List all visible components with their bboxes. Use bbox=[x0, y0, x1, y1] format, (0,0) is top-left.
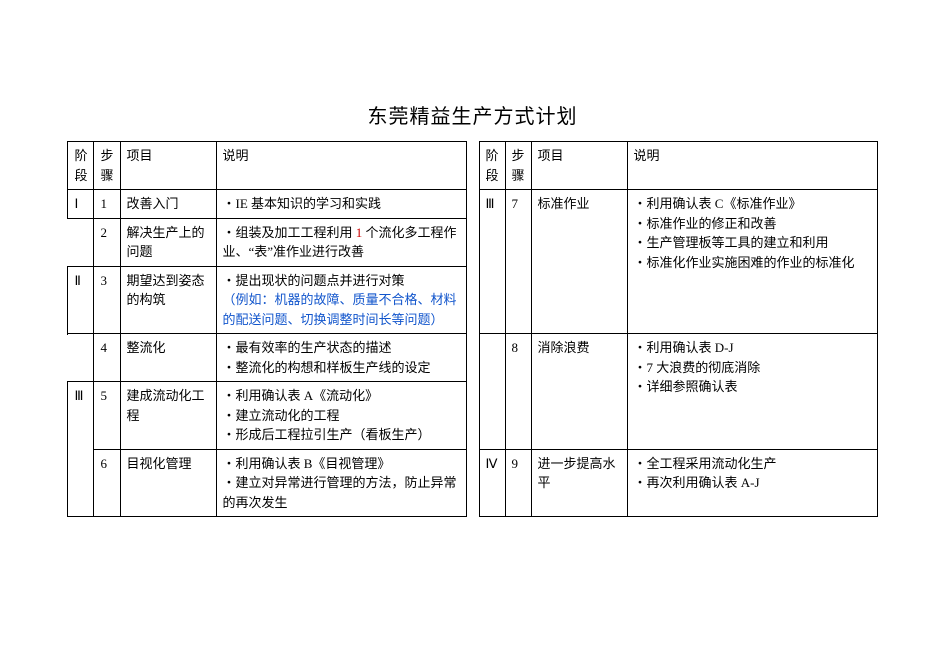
cell-step: 2 bbox=[94, 218, 120, 266]
cell-item: 解决生产上的问题 bbox=[120, 218, 216, 266]
cell-step: 7 bbox=[505, 190, 531, 334]
desc-number-red: 1 bbox=[353, 225, 366, 240]
cell-phase: Ⅱ bbox=[68, 266, 94, 334]
cell-desc: ・利用确认表 C《标准作业》 ・标准作业的修正和改善 ・生产管理板等工具的建立和… bbox=[627, 190, 877, 334]
hdr-step-r: 步骤 bbox=[505, 142, 531, 190]
cell-desc: ・利用确认表 A《流动化》 ・建立流动化的工程 ・形成后工程拉引生产（看板生产） bbox=[216, 382, 466, 450]
cell-item: 标准作业 bbox=[531, 190, 627, 334]
cell-desc: ・利用确认表 D-J ・7 大浪费的彻底消除 ・详细参照确认表 bbox=[627, 334, 877, 450]
cell-desc: ・组装及加工工程利用 1 个流化多工程作业、“表”准作业进行改善 bbox=[216, 218, 466, 266]
cell-desc: ・提出现状的问题点并进行对策 （例如：机器的故障、质量不合格、材料的配送问题、切… bbox=[216, 266, 466, 334]
cell-step: 4 bbox=[94, 334, 120, 382]
cell-step: 9 bbox=[505, 449, 531, 517]
hdr-desc-r: 说明 bbox=[627, 142, 877, 190]
cell-phase-empty bbox=[479, 334, 505, 450]
cell-item: 进一步提高水平 bbox=[531, 449, 627, 517]
cell-desc: ・最有效率的生产状态的描述 ・整流化的构想和样板生产线的设定 bbox=[216, 334, 466, 382]
cell-item: 目视化管理 bbox=[120, 449, 216, 517]
hdr-item-r: 项目 bbox=[531, 142, 627, 190]
cell-item: 消除浪费 bbox=[531, 334, 627, 450]
cell-phase: Ⅲ bbox=[479, 190, 505, 334]
cell-item: 整流化 bbox=[120, 334, 216, 382]
hdr-phase-r: 阶段 bbox=[479, 142, 505, 190]
desc-line: ・提出现状的问题点并进行对策 bbox=[223, 271, 460, 291]
plan-table: 阶段 步骤 项目 说明 阶段 步骤 项目 说明 Ⅰ 1 改善入门 ・IE 基本知… bbox=[67, 141, 877, 517]
hdr-item-l: 项目 bbox=[120, 142, 216, 190]
cell-phase: Ⅰ bbox=[68, 190, 94, 219]
cell-phase: Ⅳ bbox=[479, 449, 505, 517]
cell-phase: Ⅲ bbox=[68, 382, 94, 517]
table-gap bbox=[466, 142, 479, 517]
desc-line-blue: （例如：机器的故障、质量不合格、材料的配送问题、切换调整时间长等问题） bbox=[223, 290, 460, 329]
cell-step: 3 bbox=[94, 266, 120, 334]
header-row: 阶段 步骤 项目 说明 阶段 步骤 项目 说明 bbox=[68, 142, 877, 190]
plan-table-wrap: 阶段 步骤 项目 说明 阶段 步骤 项目 说明 Ⅰ 1 改善入门 ・IE 基本知… bbox=[50, 141, 895, 517]
cell-item: 期望达到姿态的构筑 bbox=[120, 266, 216, 334]
page-title: 东莞精益生产方式计划 bbox=[50, 100, 895, 129]
cell-step: 1 bbox=[94, 190, 120, 219]
hdr-desc-l: 说明 bbox=[216, 142, 466, 190]
cell-desc: ・IE 基本知识的学习和实践 bbox=[216, 190, 466, 219]
cell-step: 6 bbox=[94, 449, 120, 517]
cell-step: 5 bbox=[94, 382, 120, 450]
hdr-phase-l: 阶段 bbox=[68, 142, 94, 190]
hdr-step-l: 步骤 bbox=[94, 142, 120, 190]
cell-desc: ・利用确认表 B《目视管理》 ・建立对异常进行管理的方法，防止异常的再次发生 bbox=[216, 449, 466, 517]
cell-desc: ・全工程采用流动化生产 ・再次利用确认表 A-J bbox=[627, 449, 877, 517]
cell-item: 改善入门 bbox=[120, 190, 216, 219]
cell-step: 8 bbox=[505, 334, 531, 450]
desc-text: ・组装及加工工程利用 bbox=[223, 225, 353, 240]
cell-item: 建成流动化工程 bbox=[120, 382, 216, 450]
